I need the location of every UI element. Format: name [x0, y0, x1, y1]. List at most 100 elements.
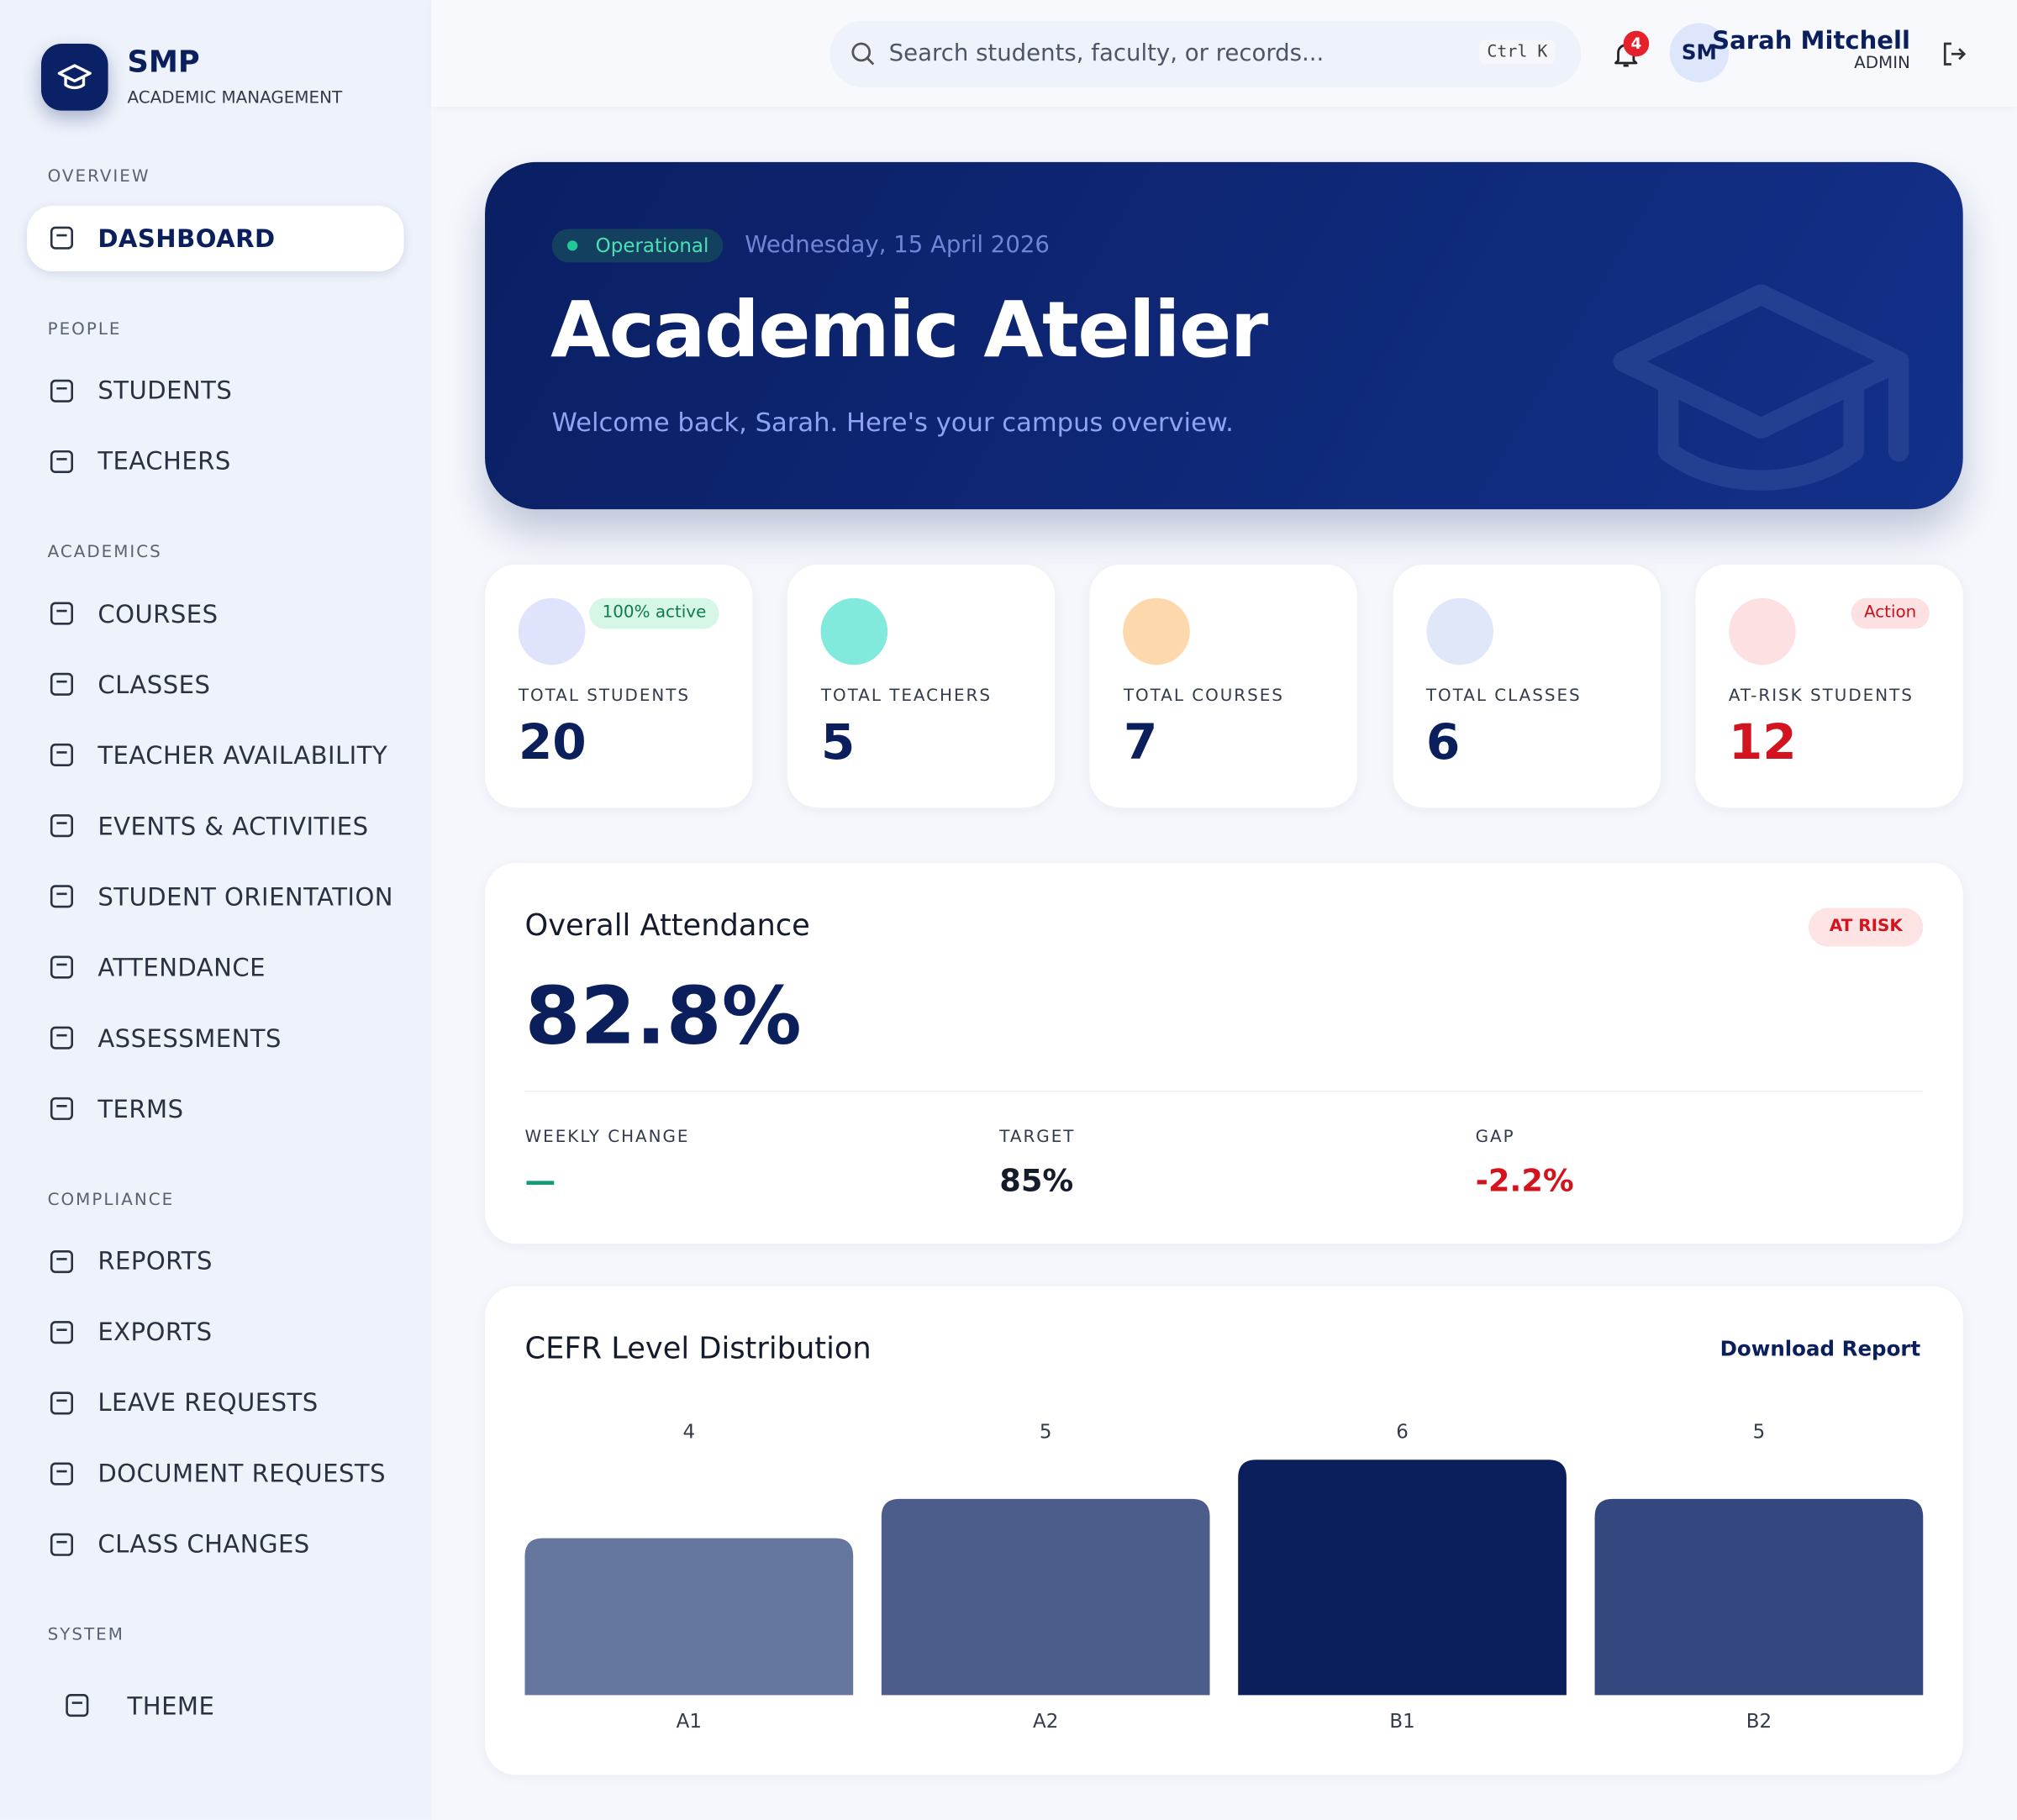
search-box[interactable]: Search students, faculty, or records... … — [829, 20, 1582, 88]
nav-item[interactable]: ASSESSMENTS — [0, 1003, 431, 1074]
nav-label: DOCUMENT REQUESTS — [97, 1460, 387, 1488]
nav-item[interactable]: REPORTS — [0, 1226, 431, 1297]
hero-subtitle: Welcome back, Sarah. Here's your campus … — [551, 406, 1234, 438]
value-label: 4 — [683, 1422, 696, 1444]
stat-label: TOTAL STUDENTS — [518, 686, 691, 707]
icon — [50, 450, 74, 473]
stat-icon — [518, 597, 586, 665]
nav-item[interactable]: CLASSES — [0, 650, 431, 720]
icon — [66, 1694, 89, 1717]
icon — [50, 1097, 74, 1120]
metric-value: — — [524, 1162, 556, 1199]
logo — [40, 44, 108, 111]
bar — [881, 1498, 1210, 1696]
metric-label: TARGET — [999, 1128, 1076, 1148]
nav-label: REPORTS — [97, 1247, 213, 1276]
icon — [50, 814, 74, 838]
bar — [1238, 1460, 1567, 1696]
nav-label: CLASSES — [97, 671, 211, 699]
x-tick-label: B1 — [1389, 1711, 1414, 1733]
badge: AT RISK — [1809, 907, 1924, 947]
user-name: Sarah Mitchell — [1712, 27, 1910, 55]
metric-label: GAP — [1475, 1128, 1515, 1148]
nav-label: EVENTS & ACTIVITIES — [97, 812, 369, 841]
separator — [524, 1090, 1924, 1092]
stat-icon — [820, 597, 888, 665]
header: Search students, faculty, or records... … — [430, 0, 2017, 108]
nav-item[interactable]: EXPORTS — [0, 1297, 431, 1368]
nav-item[interactable]: DOCUMENT REQUESTS — [0, 1439, 431, 1509]
stat-value: 6 — [1425, 713, 1461, 771]
nav-item[interactable]: DASHBOARD — [0, 203, 431, 274]
x-tick-label: B2 — [1746, 1711, 1772, 1733]
metric-value: -2.2% — [1475, 1162, 1574, 1199]
nav-item[interactable]: THEME — [0, 1670, 431, 1741]
nav-label: EXPORTS — [97, 1318, 213, 1347]
nav-label: CLASS CHANGES — [97, 1530, 310, 1560]
nav-item[interactable]: STUDENTS — [0, 355, 431, 426]
bar — [524, 1538, 854, 1696]
nav-item[interactable]: TEACHERS — [0, 426, 431, 497]
x-tick-label: A1 — [677, 1711, 702, 1733]
avatar[interactable]: SM — [1669, 23, 1730, 82]
icon — [50, 885, 74, 908]
stat-label: AT-RISK STUDENTS — [1728, 686, 1914, 707]
nav-label: COURSES — [97, 600, 219, 629]
icon — [50, 1249, 74, 1273]
status-pill: Operational — [551, 229, 724, 263]
metric-value: 85% — [999, 1162, 1074, 1199]
stat-icon — [1123, 597, 1191, 665]
stat-value: 5 — [820, 713, 856, 771]
icon — [50, 672, 74, 696]
hero: Operational Wednesday, 15 April 2026 Aca… — [485, 161, 1963, 510]
nav-item[interactable]: STUDENT ORIENTATION — [0, 862, 431, 933]
nav-item[interactable]: COURSES — [0, 579, 431, 650]
nav-group: STUDENTS TEACHERS — [0, 355, 431, 497]
chart-card: 4 A1 5 A2 6 B1 5 B2 CEFR Level Distribution Dow… — [485, 1286, 1963, 1775]
stat-card: TOTAL TEACHERS 5 — [787, 564, 1056, 808]
stat-badge: 100% active — [589, 597, 719, 629]
section-title: COMPLIANCE — [47, 1190, 175, 1210]
stat-label: TOTAL COURSES — [1123, 686, 1284, 707]
nav-label: STUDENTS — [97, 376, 233, 406]
nav-item[interactable]: TERMS — [0, 1074, 431, 1144]
section-title: PEOPLE — [47, 319, 122, 339]
shortcut: Ctrl K — [1479, 39, 1556, 65]
icon — [50, 602, 74, 625]
chart-title: CEFR Level Distribution — [524, 1332, 872, 1366]
icon — [50, 743, 74, 767]
nav-item[interactable]: TEACHER AVAILABILITY — [0, 720, 431, 791]
icon — [50, 1026, 74, 1049]
chart: 4 A1 5 A2 6 B1 5 B2 — [524, 1422, 1924, 1733]
nav-label: TEACHERS — [97, 447, 231, 476]
nav-item[interactable]: CLASS CHANGES — [0, 1509, 431, 1580]
icon — [50, 1391, 74, 1414]
nav-label: STUDENT ORIENTATION — [97, 882, 394, 912]
logout[interactable] — [1939, 39, 1970, 70]
download-link[interactable]: Download Report — [1719, 1336, 1921, 1361]
icon — [50, 1320, 74, 1344]
nav-label: TERMS — [97, 1095, 184, 1123]
value-label: 5 — [1040, 1422, 1052, 1444]
nav-item[interactable]: LEAVE REQUESTS — [0, 1368, 431, 1439]
stat-label: TOTAL CLASSES — [1425, 686, 1582, 707]
nav-group: DASHBOARD — [0, 203, 431, 274]
nav-label: LEAVE REQUESTS — [97, 1389, 319, 1418]
nav-label: DASHBOARD — [97, 224, 276, 253]
x-tick-label: A2 — [1033, 1711, 1058, 1733]
brand-subtitle: ACADEMIC MANAGEMENT — [127, 88, 343, 108]
nav-item[interactable]: ATTENDANCE — [0, 933, 431, 1003]
nav-group: THEME — [0, 1670, 431, 1741]
date: Wednesday, 15 April 2026 — [745, 231, 1050, 259]
card-title: Overall Attendance — [524, 909, 810, 943]
stat-card: TOTAL COURSES 7 — [1090, 564, 1358, 808]
stat-badge: Action — [1851, 597, 1930, 629]
nav-label: TEACHER AVAILABILITY — [97, 741, 388, 771]
section-title: ACADEMICS — [47, 542, 162, 562]
search-placeholder: Search students, faculty, or records... — [888, 39, 1324, 67]
nav-item[interactable]: EVENTS & ACTIVITIES — [0, 791, 431, 861]
nav: OVERVIEW DASHBOARD PEOPLE STUDENTS TEACHERS A… — [0, 113, 431, 1742]
nav-label: ASSESSMENTS — [97, 1024, 282, 1053]
